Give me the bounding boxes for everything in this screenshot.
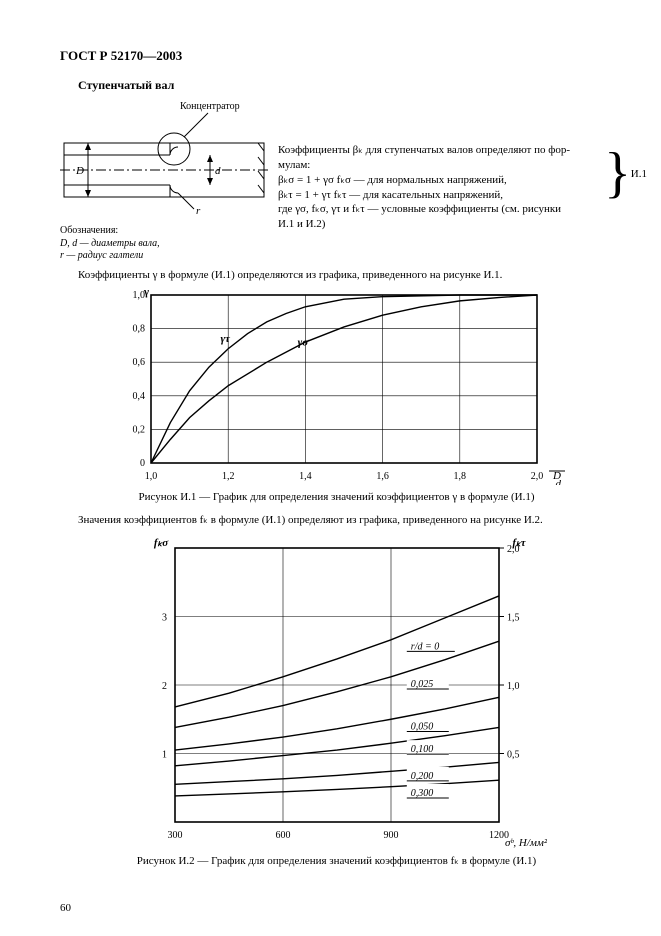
svg-text:300: 300: [167, 830, 182, 841]
eq-number: И.1: [631, 167, 647, 182]
svg-text:0,4: 0,4: [132, 390, 145, 401]
svg-text:σᵇ, Н/мм²: σᵇ, Н/мм²: [505, 837, 547, 848]
f-line3: βₖσ = 1 + γσ fₖσ — для нормальных напряж…: [278, 173, 613, 188]
section-title: Ступенчатый вал: [78, 78, 613, 93]
formula-text: Коэффициенты βₖ для ступенчатых валов оп…: [278, 97, 613, 232]
r-label: r: [196, 205, 201, 217]
svg-text:0,2: 0,2: [132, 424, 145, 435]
doc-header: ГОСТ Р 52170—2003: [60, 48, 613, 64]
diagram-and-formulas: D d Концентратор r Обозначения: D, d — д…: [60, 97, 613, 263]
legend-line1: D, d — диаметры вала,: [60, 238, 270, 251]
svg-text:1,2: 1,2: [221, 471, 234, 482]
f-line1: Коэффициенты βₖ для ступенчатых валов оп…: [278, 143, 613, 158]
svg-text:0,200: 0,200: [410, 770, 433, 781]
svg-text:2,0: 2,0: [530, 471, 543, 482]
brace-icon: }: [604, 143, 631, 203]
legend-title: Обозначения:: [60, 225, 270, 238]
svg-text:3: 3: [162, 612, 167, 623]
para-1: Коэффициенты γ в формуле (И.1) определяю…: [60, 269, 613, 281]
legend: Обозначения: D, d — диаметры вала, r — р…: [60, 225, 270, 263]
svg-text:r/d = 0: r/d = 0: [410, 641, 438, 652]
svg-text:1,0: 1,0: [507, 681, 520, 692]
legend-line2: r — радиус галтели: [60, 250, 270, 263]
svg-text:600: 600: [275, 830, 290, 841]
svg-text:900: 900: [383, 830, 398, 841]
D-label: D: [75, 165, 84, 177]
svg-text:2: 2: [162, 681, 167, 692]
f-line6: И.1 и И.2): [278, 217, 613, 232]
caption-2: Рисунок И.2 — График для определения зна…: [60, 854, 613, 867]
svg-text:0,100: 0,100: [410, 744, 433, 755]
svg-text:0: 0: [140, 458, 145, 469]
svg-text:1,6: 1,6: [376, 471, 389, 482]
d-label: d: [215, 165, 221, 177]
chart-2: 30060090012001230,51,01,52,0fₖσfₖτσᵇ, Н/…: [127, 530, 547, 848]
f-line5: где γσ, fₖσ, γτ и fₖτ — условные коэффиц…: [278, 202, 613, 217]
svg-text:γτ: γτ: [220, 333, 231, 345]
shaft-diagram: D d Концентратор r: [60, 97, 270, 217]
svg-text:1: 1: [162, 749, 167, 760]
svg-text:0,300: 0,300: [410, 787, 433, 798]
svg-text:0,050: 0,050: [410, 721, 433, 732]
f-line4: βₖτ = 1 + γτ fₖτ — для касательных напря…: [278, 188, 613, 203]
page-number: 60: [60, 902, 71, 914]
svg-text:1,0: 1,0: [144, 471, 157, 482]
svg-text:fₖσ: fₖσ: [153, 537, 168, 549]
svg-text:1,5: 1,5: [507, 612, 520, 623]
svg-text:γσ: γσ: [297, 336, 309, 348]
svg-text:1,8: 1,8: [453, 471, 466, 482]
svg-text:γ: γ: [142, 286, 148, 298]
svg-text:0,025: 0,025: [410, 679, 433, 690]
svg-text:0,8: 0,8: [132, 323, 145, 334]
svg-text:1,4: 1,4: [299, 471, 312, 482]
callout-label: Концентратор: [180, 101, 240, 112]
svg-text:d: d: [555, 478, 561, 485]
para-2: Значения коэффициентов fₖ в формуле (И.1…: [60, 513, 613, 526]
caption-1: Рисунок И.1 — График для определения зна…: [60, 491, 613, 503]
svg-text:0,6: 0,6: [132, 357, 145, 368]
svg-text:fₖτ: fₖτ: [512, 537, 526, 549]
chart-1: 1,01,21,41,61,82,000,20,40,60,81,0γDdγτγ…: [107, 285, 567, 485]
f-line2: мулам:: [278, 158, 613, 173]
svg-text:0,5: 0,5: [507, 749, 520, 760]
